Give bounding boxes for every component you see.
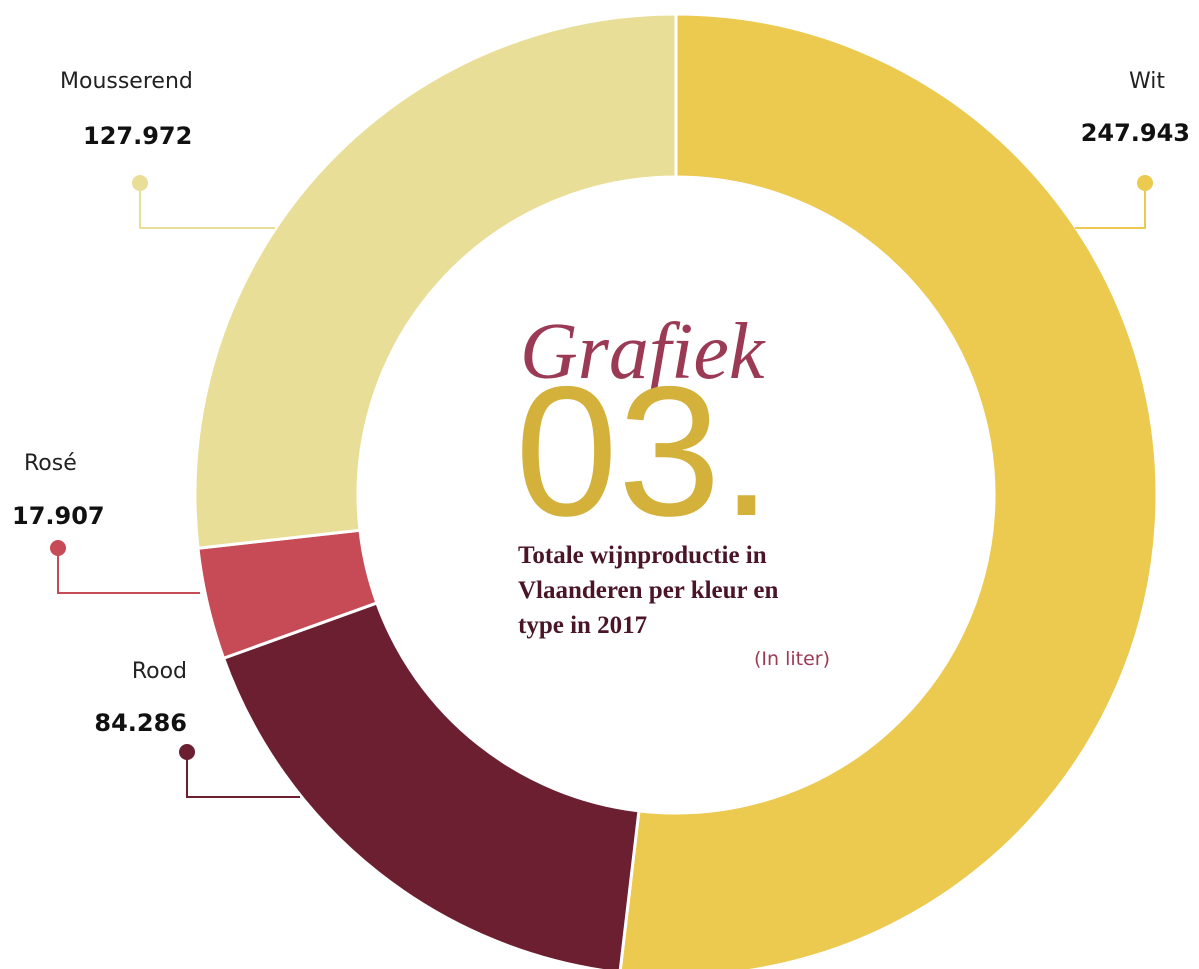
slices [193,12,1159,969]
category-label: Wit [1129,69,1165,94]
category-label: Rosé [24,451,77,476]
value-label: 247.943 [1081,119,1190,147]
unit-note: (In liter) [754,648,830,670]
leader-line [57,548,200,594]
leader-line [139,183,275,229]
value-label: 127.972 [83,122,192,150]
chart-number: 03. [515,349,772,555]
slice [193,12,678,550]
leader-dot [1137,175,1153,191]
chart-title: Totale wijnproductie in Vlaanderen per k… [518,542,779,639]
leader-dot [179,744,195,760]
leader-dot [50,540,66,556]
value-label: 17.907 [12,502,105,530]
slice [221,601,641,969]
leader-line [1075,183,1146,229]
category-label: Mousserend [60,69,193,94]
category-label: Rood [132,659,187,684]
slice [618,12,1159,969]
value-label: 84.286 [94,709,187,737]
callouts: Wit 247.943 Rood 84.286 Rosé 17.907 Mousserend… [12,69,1190,798]
heading: Grafiek [520,308,766,396]
leader-dot [132,175,148,191]
leader-line [186,752,300,798]
